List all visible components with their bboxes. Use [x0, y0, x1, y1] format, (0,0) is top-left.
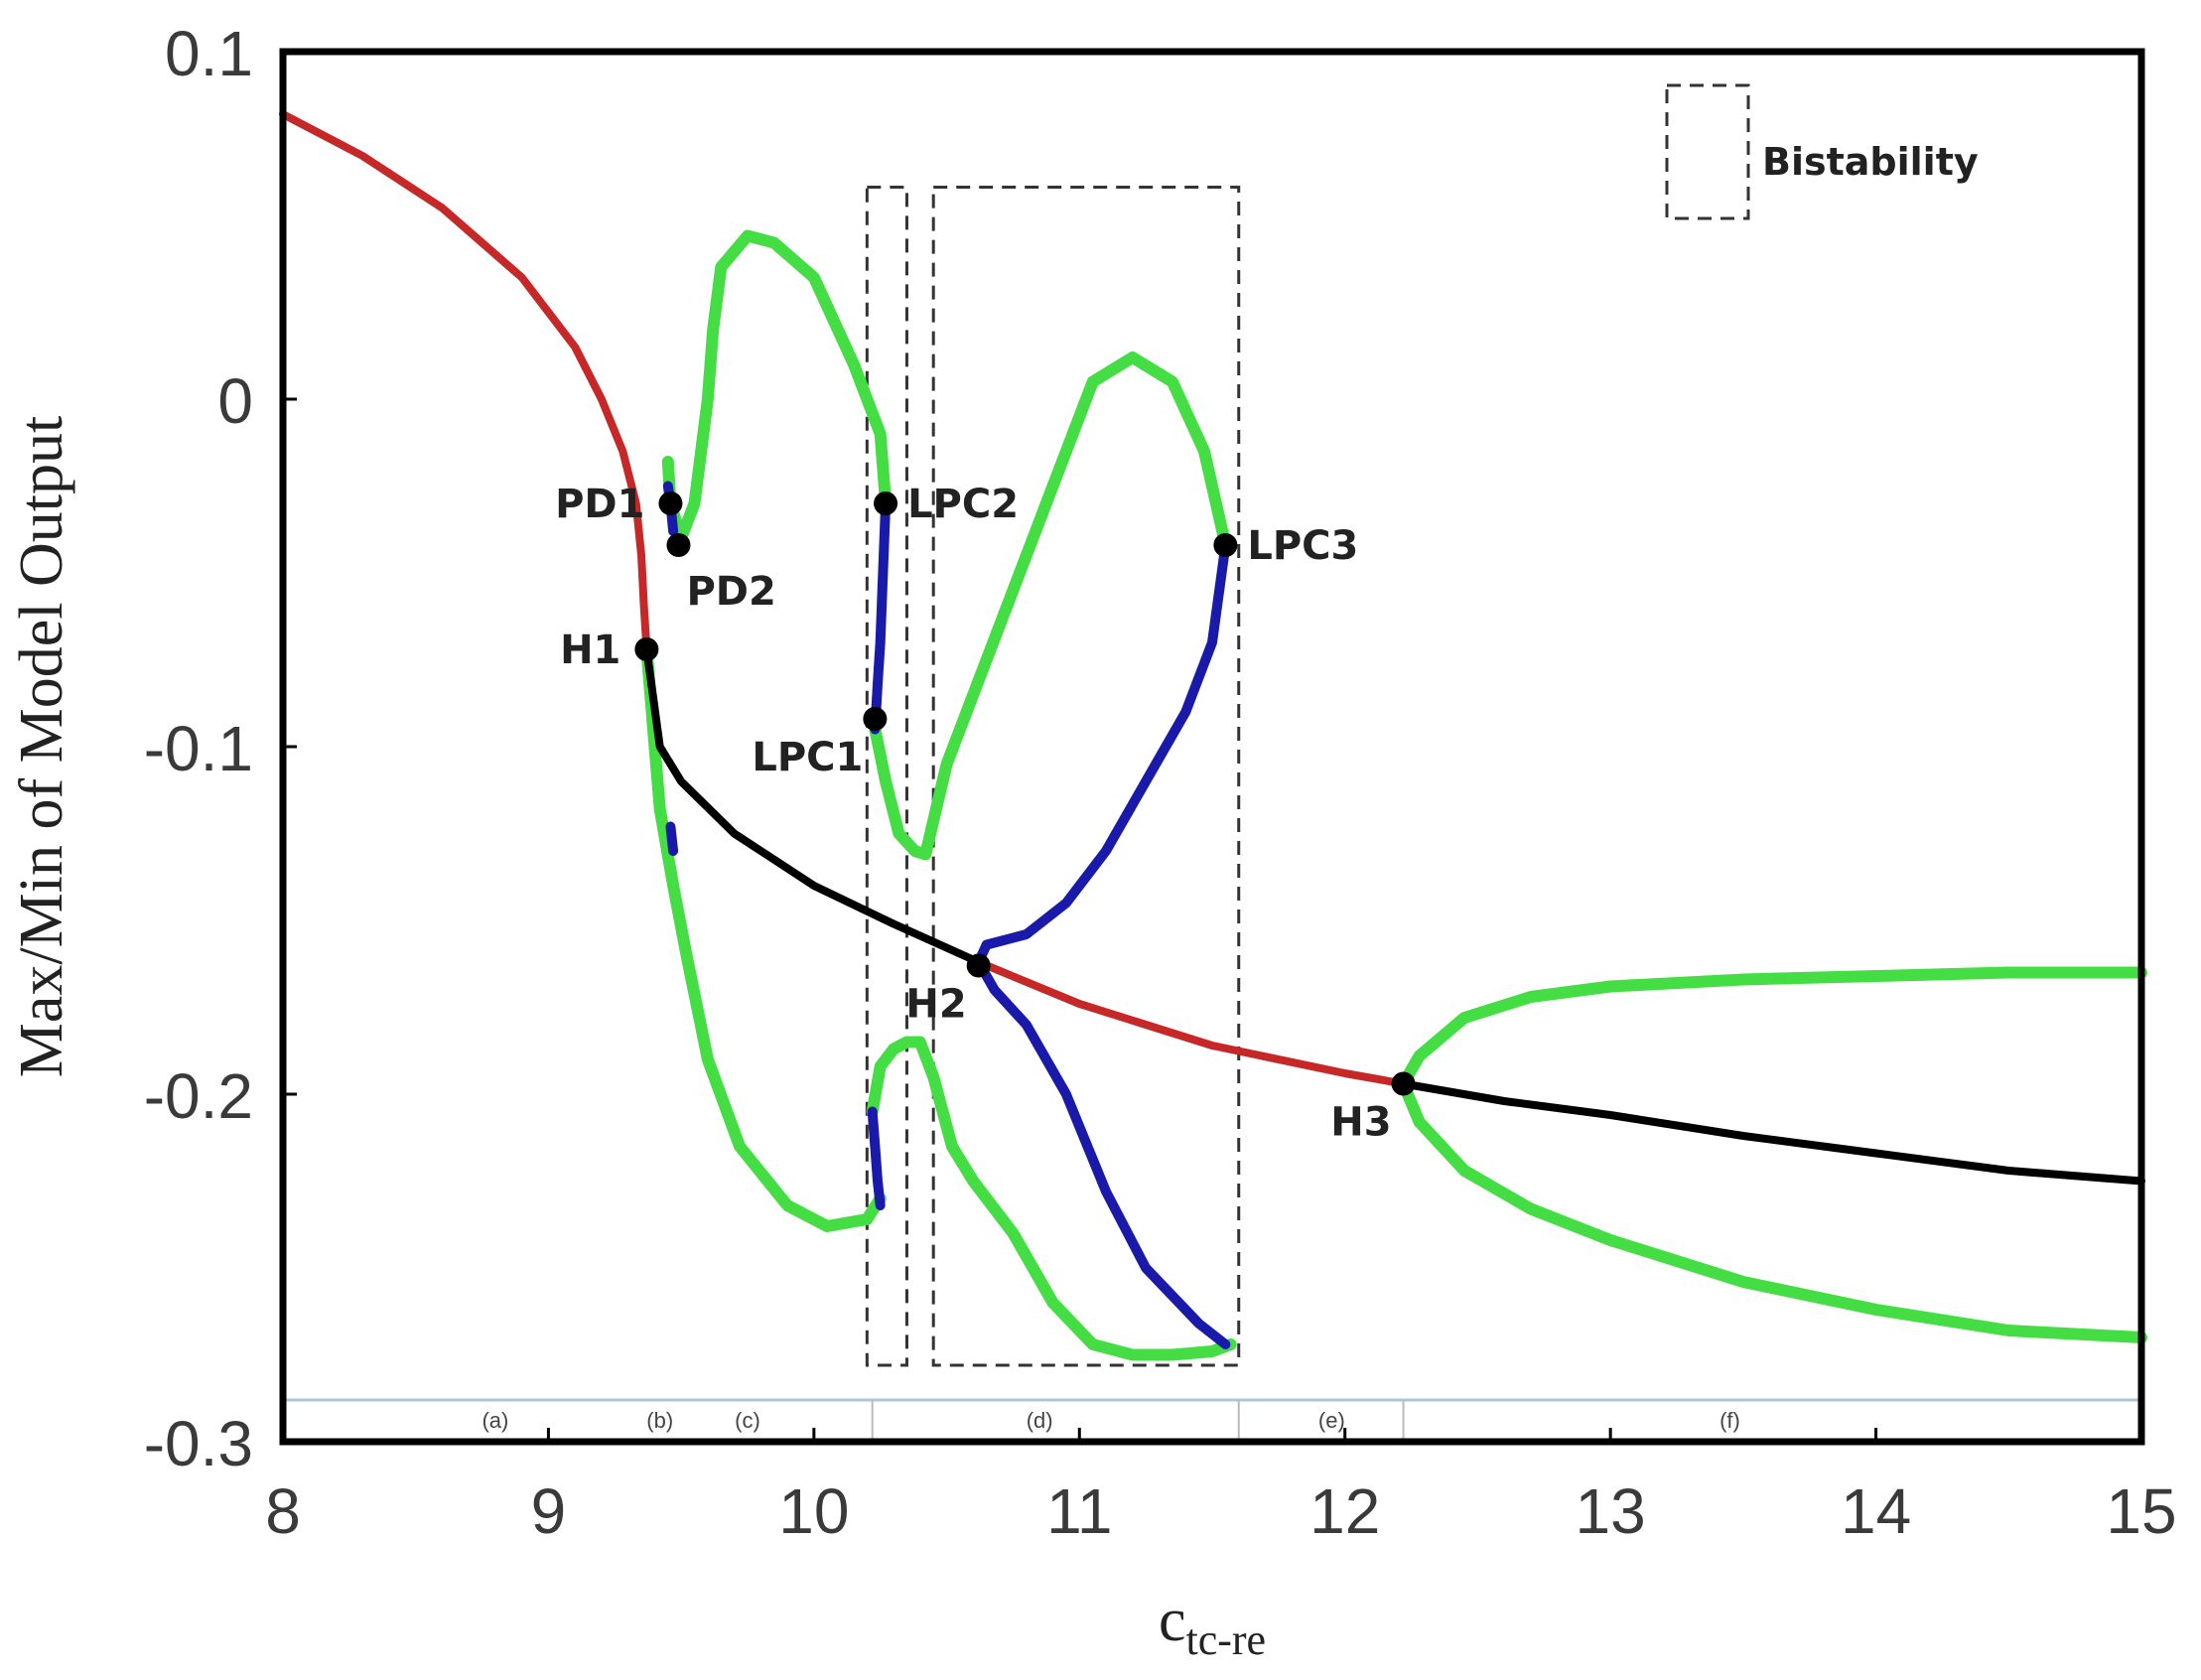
series-layer: [279, 110, 2147, 1361]
point-label-h2: H2: [905, 982, 966, 1028]
bifurcation-point-pd2: [666, 533, 691, 557]
stable-equilibrium-line: [1399, 1079, 2145, 1186]
special-points: PD1 PD2 H1 LPC1 LPC2 LPC3 H2 H3: [555, 482, 1416, 1146]
region-bar: (a) (b) (c) (d) (e) (f): [283, 1398, 2141, 1442]
y-tick-label: -0.1: [144, 713, 253, 784]
y-tick-label: 0.1: [165, 18, 253, 89]
bifurcation-point-pd1: [658, 491, 683, 515]
stable-cycle-line: [661, 229, 893, 544]
x-tick-label: 10: [778, 1475, 849, 1547]
bistability-boxes: [865, 186, 1241, 1367]
unstable-cycle-line: [973, 540, 1231, 967]
stable-cycle-line: [866, 1036, 1237, 1361]
region-label: (f): [1720, 1408, 1740, 1433]
axis-ticks: 8 9 10 11 12 13 14 15 0.1 0 -0.1 -0.2 -0.3: [144, 18, 2177, 1547]
point-label-lpc1: LPC1: [752, 735, 863, 780]
x-tick-label: 12: [1309, 1475, 1380, 1547]
y-axis-title: Max/Min of Model Output: [8, 416, 75, 1077]
bifurcation-point-h3: [1391, 1071, 1416, 1096]
stable-cycle-line: [1397, 966, 2147, 1090]
x-tick-label: 13: [1576, 1475, 1646, 1547]
point-label-pd1: PD1: [555, 482, 644, 527]
point-label-h1: H1: [560, 628, 620, 673]
bifurcation-point-h1: [634, 637, 659, 661]
region-label: (e): [1318, 1408, 1345, 1433]
point-label-pd2: PD2: [686, 569, 775, 615]
y-tick-label: -0.2: [144, 1060, 253, 1132]
stable-equilibrium-line: [642, 645, 983, 966]
bifurcation-point-h2: [966, 953, 991, 978]
unstable-cycle-line: [973, 957, 1231, 1349]
legend-swatch: [1665, 83, 1750, 220]
unstable-equilibrium-line: [974, 958, 1408, 1088]
point-label-h3: H3: [1330, 1100, 1391, 1146]
point-label-lpc3: LPC3: [1247, 523, 1358, 569]
x-tick-label: 15: [2106, 1475, 2176, 1547]
x-tick-label: 11: [1046, 1475, 1112, 1547]
x-tick-label: 9: [531, 1475, 567, 1547]
y-tick-label: 0: [217, 365, 253, 437]
x-axis-title: ctc-re: [1159, 1587, 1266, 1664]
x-axis-title-main: c: [1159, 1587, 1186, 1654]
unstable-cycle-line: [867, 1106, 886, 1210]
legend-label: Bistability: [1762, 140, 1979, 184]
unstable-equilibrium-line: [279, 110, 651, 653]
unstable-cycle-line: [665, 821, 679, 856]
region-label: (a): [481, 1408, 508, 1433]
x-tick-label: 8: [265, 1475, 301, 1547]
bistability-box-2: [931, 186, 1241, 1367]
x-axis-title-subscript: tc-re: [1185, 1615, 1266, 1664]
bifurcation-point-lpc3: [1213, 533, 1238, 557]
point-label-lpc2: LPC2: [907, 482, 1019, 527]
region-label: (d): [1027, 1408, 1053, 1433]
bifurcation-point-lpc1: [863, 707, 888, 731]
x-tick-label: 14: [1841, 1475, 1911, 1547]
unstable-cycle-line: [870, 498, 892, 735]
y-tick-label: -0.3: [144, 1408, 253, 1479]
region-label: (b): [646, 1408, 673, 1433]
legend: Bistability: [1665, 83, 1979, 220]
plot-frame: [279, 48, 2145, 1446]
stable-cycle-line: [640, 643, 887, 1232]
bistability-box-1: [865, 186, 908, 1367]
stable-cycle-line: [1397, 1077, 2147, 1343]
bifurcation-point-lpc2: [874, 491, 898, 515]
stable-cycle-line: [869, 351, 1232, 861]
region-label: (c): [735, 1408, 760, 1433]
